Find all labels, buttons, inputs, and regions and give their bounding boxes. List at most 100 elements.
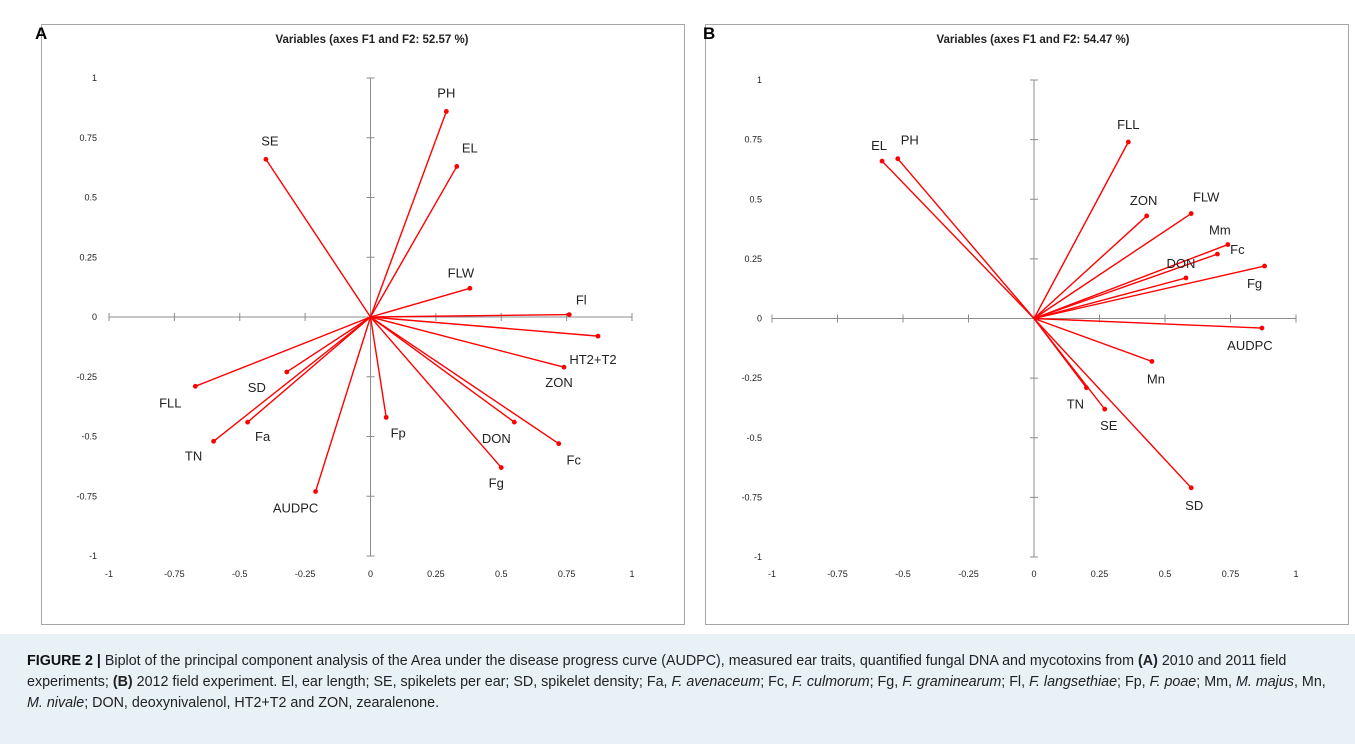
caption-segment: ; DON, deoxynivalenol, HT2+T2 and ZON, z… — [84, 695, 440, 711]
caption-figure-label: FIGURE 2 | — [27, 653, 101, 669]
vector-line — [195, 316, 371, 387]
vector-point — [895, 156, 901, 162]
x-tick-label: 0.5 — [1159, 569, 1172, 579]
y-tick-label: 1 — [92, 73, 97, 83]
vector-line — [370, 313, 570, 318]
caption-background — [0, 634, 1355, 744]
caption-segment: ; Fg, — [869, 674, 903, 690]
vector-label: FLL — [159, 395, 181, 410]
vector-line — [1033, 317, 1262, 329]
y-tick-label: 0.5 — [749, 194, 762, 204]
vector-point — [1125, 139, 1131, 145]
vector-point — [1188, 485, 1194, 491]
caption-segment: M. nivale — [27, 695, 85, 711]
panel-b-frame — [705, 24, 1349, 625]
x-tick-label: -1 — [105, 569, 113, 579]
vector-label: EL — [871, 138, 887, 153]
panel-a-letter: A — [35, 24, 48, 43]
caption-segment: F. langsethiae — [1029, 674, 1118, 690]
vector-label: Fg — [489, 476, 504, 491]
x-tick-label: 1 — [1293, 569, 1298, 579]
vector-line — [265, 158, 372, 318]
x-tick-label: 0.5 — [495, 569, 508, 579]
vector-line — [370, 316, 515, 423]
vector-line — [369, 166, 458, 318]
vector-label: AUDPC — [273, 500, 319, 515]
y-tick-label: -0.25 — [741, 373, 762, 383]
caption-segment: Biplot of the principal component analys… — [100, 653, 1138, 669]
x-tick-label: 1 — [629, 569, 634, 579]
vector-line — [1033, 212, 1192, 320]
vector-point — [192, 383, 198, 389]
x-tick-label: 0.75 — [1222, 569, 1240, 579]
vector-label: FLW — [448, 265, 475, 280]
y-tick-label: -1 — [89, 551, 97, 561]
y-tick-label: -0.75 — [76, 491, 97, 501]
vector-line — [370, 287, 471, 318]
vector-line — [370, 316, 599, 337]
vector-point — [1183, 275, 1189, 281]
caption-segment: F. poae — [1149, 674, 1197, 690]
vector-point — [284, 369, 290, 375]
vector-point — [595, 333, 601, 339]
vector-label: HT2+T2 — [569, 352, 616, 367]
vector-point — [511, 419, 517, 425]
vector-line — [314, 316, 372, 492]
vector-point — [1144, 213, 1150, 219]
vector-label: FLW — [1193, 190, 1220, 205]
vector-label: EL — [462, 140, 478, 155]
vector-point — [1225, 242, 1231, 247]
caption-segment: F. culmorum — [792, 674, 870, 690]
vector-label: TN — [185, 448, 202, 463]
vector-point — [1262, 263, 1267, 269]
y-tick-label: 0 — [757, 314, 762, 324]
caption-segment: 2012 field experiment. El, ear length; S… — [132, 674, 672, 690]
vector-line — [369, 316, 502, 469]
vector-label: DON — [482, 431, 511, 446]
vector-line — [370, 316, 565, 368]
caption-segment: ; Fl, — [1001, 674, 1030, 690]
vector-point — [561, 364, 567, 370]
caption-body: Biplot of the principal component analys… — [27, 653, 1326, 711]
vector-line — [1033, 243, 1229, 320]
y-tick-label: -0.25 — [76, 372, 97, 382]
panel-a-frame — [41, 24, 685, 625]
vector-line — [1033, 277, 1187, 320]
vector-label: Fc — [567, 453, 582, 468]
panel-b-letter: B — [703, 24, 716, 43]
vector-line — [1033, 318, 1192, 489]
vector-line — [286, 316, 371, 373]
vector-point — [498, 465, 504, 470]
caption-segment: (A) — [1137, 653, 1158, 669]
vector-line — [213, 316, 371, 442]
vector-label: SE — [261, 133, 279, 148]
vector-label: ZON — [545, 375, 572, 390]
vector-point — [245, 419, 250, 425]
x-tick-label: 0 — [368, 569, 373, 579]
vector-line — [1033, 318, 1106, 410]
x-tick-label: -0.25 — [958, 569, 979, 579]
vector-point — [313, 489, 318, 494]
vector-line — [881, 160, 1035, 319]
vector-line — [1033, 215, 1148, 320]
vector-line — [897, 158, 1035, 319]
caption-segment: F. graminearum — [902, 674, 1002, 690]
vector-label: Mn — [1147, 371, 1165, 386]
y-tick-label: -0.5 — [81, 432, 97, 442]
vector-label: Mm — [1209, 223, 1231, 238]
y-tick-label: 1 — [757, 75, 762, 85]
vector-point — [443, 109, 449, 114]
x-tick-label: 0.25 — [1091, 569, 1109, 579]
y-tick-label: 0.75 — [744, 135, 762, 145]
vector-label: Fg — [1247, 276, 1262, 291]
caption-segment: ; Fc, — [760, 674, 793, 690]
vector-label: PH — [901, 133, 919, 148]
caption-segment: M. majus — [1235, 674, 1294, 690]
chart-title: Variables (axes F1 and F2: 52.57 %) — [275, 34, 468, 46]
vector-point — [556, 441, 562, 447]
vector-line — [1033, 141, 1129, 319]
vector-label: SD — [248, 380, 266, 395]
vector-label: SE — [1100, 418, 1118, 433]
